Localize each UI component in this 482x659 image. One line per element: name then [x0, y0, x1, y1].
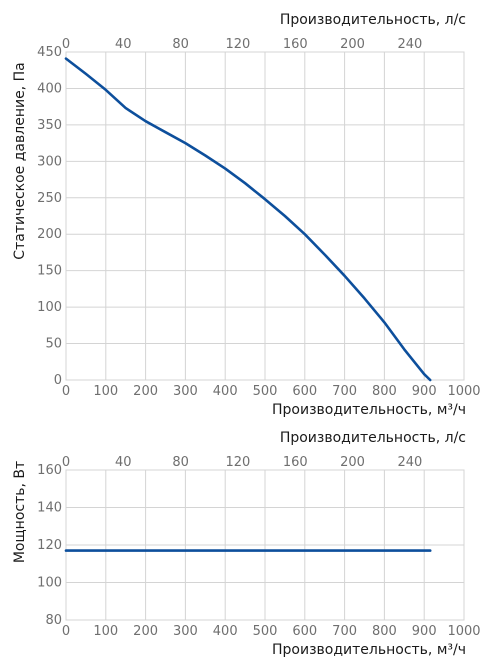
- pressure-x-tick-label: 1000: [447, 384, 480, 399]
- power-x-tick-label: 400: [213, 624, 238, 639]
- pressure-y-tick-label: 250: [37, 191, 62, 206]
- power-top-tick-label: 80: [172, 455, 189, 470]
- pressure-y-tick-label: 0: [54, 373, 62, 388]
- pressure-x-tick-label: 800: [372, 384, 397, 399]
- pressure-top-tick-label: 40: [115, 37, 132, 52]
- power-top-tick-label: 240: [397, 455, 422, 470]
- pressure-series-line: [64, 57, 432, 382]
- pressure-top-tick-label: 0: [62, 37, 70, 52]
- power-top-tick-label: 40: [115, 455, 132, 470]
- power-top-axis-title: Производительность, л/с: [280, 430, 466, 446]
- power-x-tick-label: 600: [292, 624, 317, 639]
- power-top-tick-label: 200: [340, 455, 365, 470]
- pressure-y-tick-label: 50: [45, 337, 62, 352]
- power-x-tick-label: 500: [253, 624, 278, 639]
- pressure-x-tick-label: 700: [332, 384, 357, 399]
- pressure-y-tick-label: 400: [37, 81, 62, 96]
- power-y-tick-label: 160: [37, 463, 62, 478]
- power-x-axis-title: Производительность, м³/ч: [272, 642, 466, 658]
- power-top-tick-label: 120: [226, 455, 251, 470]
- pressure-top-tick-label: 240: [397, 37, 422, 52]
- pressure-y-tick-label: 450: [37, 45, 62, 60]
- pressure-top-tick-label: 120: [226, 37, 251, 52]
- power-y-tick-label: 100: [37, 576, 62, 591]
- pressure-y-tick-label: 150: [37, 264, 62, 279]
- pressure-x-tick-label: 400: [213, 384, 238, 399]
- power-chart: 0 100 200 300 400 500 600 700 800 900 1000 0 40 80 120…: [12, 430, 481, 658]
- power-y-tick-label: 80: [45, 613, 62, 628]
- power-y-tick-label: 120: [37, 538, 62, 553]
- power-x-tick-label: 300: [173, 624, 198, 639]
- pressure-top-axis-title: Производительность, л/с: [280, 12, 466, 28]
- power-x-tick-label: 1000: [447, 624, 480, 639]
- power-top-tick-label: 160: [283, 455, 308, 470]
- pressure-x-tick-label: 100: [93, 384, 118, 399]
- power-x-tick-label: 200: [133, 624, 158, 639]
- pressure-top-tick-label: 80: [172, 37, 189, 52]
- pressure-x-tick-label: 0: [62, 384, 70, 399]
- power-x-tick-label: 900: [412, 624, 437, 639]
- pressure-x-axis-title: Производительность, м³/ч: [272, 402, 466, 418]
- power-y-axis-title: Мощность, Вт: [12, 461, 28, 563]
- pressure-x-tick-label: 600: [292, 384, 317, 399]
- pressure-x-tick-label: 900: [412, 384, 437, 399]
- pressure-top-tick-label: 200: [340, 37, 365, 52]
- power-y-tick-label: 140: [37, 501, 62, 516]
- pressure-top-tick-label: 160: [283, 37, 308, 52]
- power-x-tick-label: 800: [372, 624, 397, 639]
- pressure-y-axis-title: Статическое давление, Па: [12, 62, 28, 259]
- power-x-tick-label: 100: [93, 624, 118, 639]
- power-x-tick-label: 700: [332, 624, 357, 639]
- power-x-tick-label: 0: [62, 624, 70, 639]
- pressure-y-tick-label: 100: [37, 300, 62, 315]
- pressure-y-tick-label: 300: [37, 154, 62, 169]
- pressure-y-tick-label: 350: [37, 118, 62, 133]
- pressure-x-tick-label: 300: [173, 384, 198, 399]
- pressure-y-tick-label: 200: [37, 227, 62, 242]
- pressure-x-tick-label: 200: [133, 384, 158, 399]
- power-top-tick-label: 0: [62, 455, 70, 470]
- pressure-x-tick-label: 500: [253, 384, 278, 399]
